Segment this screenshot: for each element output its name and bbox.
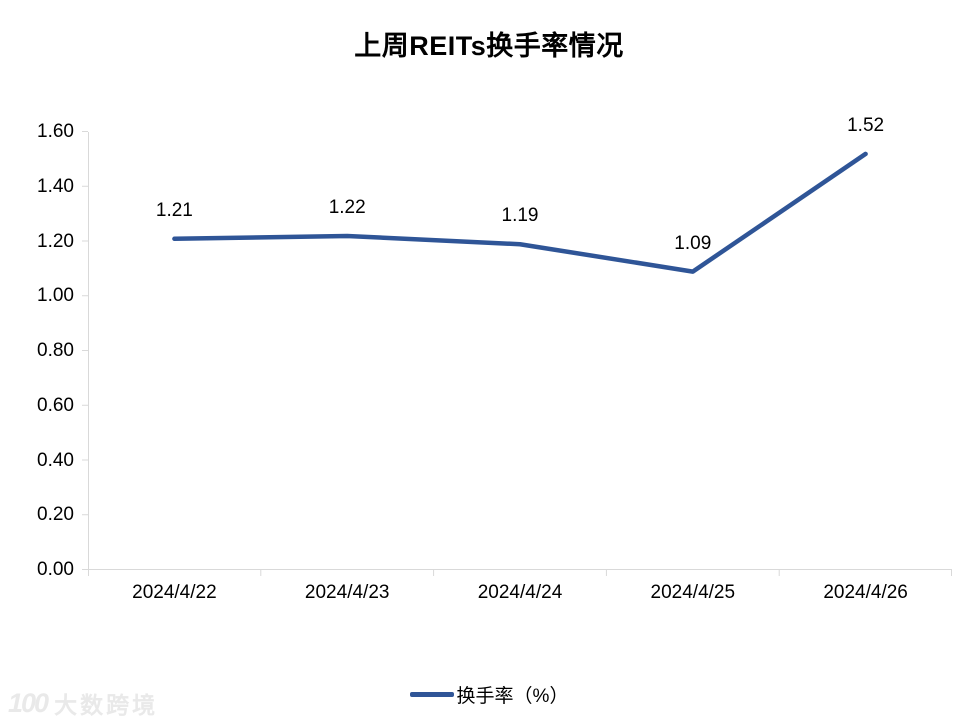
y-tick-label: 1.00 [37,285,74,307]
x-tick-label: 2024/4/26 [823,582,908,603]
data-point-label: 1.09 [674,232,712,254]
data-point-label: 1.21 [155,199,193,221]
legend-line-swatch [409,692,454,697]
watermark-logo-icon: 100 [8,687,49,718]
legend: 换手率（%） [0,681,978,708]
x-tick-label: 2024/4/24 [477,582,563,603]
data-point-label: 1.52 [847,114,885,136]
x-tick-label: 2024/4/23 [304,582,390,603]
line-chart [82,131,952,576]
watermark: 100 大数跨境 [8,686,158,720]
legend-label: 换手率（%） [456,686,569,707]
y-tick-label: 1.60 [37,121,74,142]
chart-title: 上周REITs换手率情况 [354,31,624,61]
x-tick-label: 2024/4/22 [132,582,217,603]
plot-area: 0.00 0.20 0.40 0.60 0.80 1.00 1.20 1.40 1.60 202… [37,115,952,603]
data-point-label: 1.19 [501,205,539,227]
y-tick-label: 1.40 [37,175,74,197]
y-tick-label: 0.60 [37,394,74,416]
y-tick-label: 1.20 [37,230,74,252]
y-tick-label: 0.00 [37,559,74,580]
data-point-label: 1.22 [328,197,366,219]
x-tick-label: 2024/4/25 [650,582,736,603]
y-tick-label: 0.20 [37,504,74,526]
y-tick-label: 0.40 [37,449,74,471]
y-tick-label: 0.80 [37,340,74,361]
watermark-text: 大数跨境 [54,692,159,718]
